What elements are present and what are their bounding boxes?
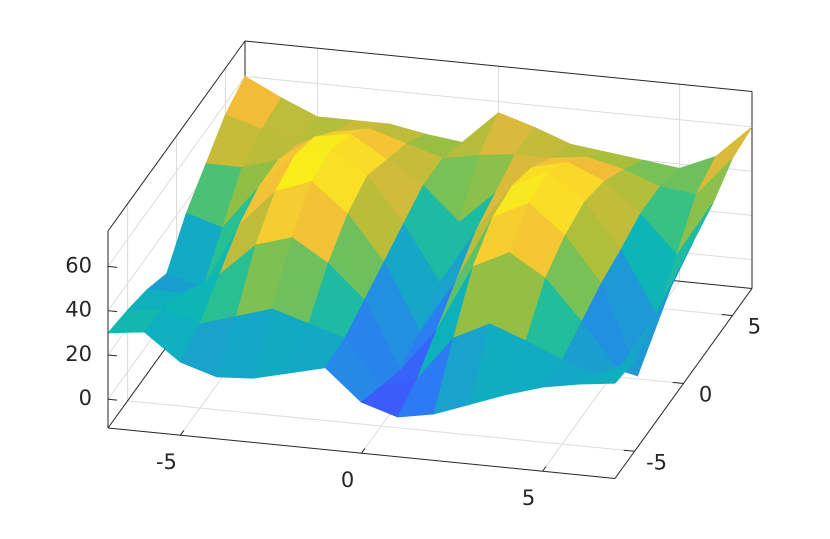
z-tick-label: 0 — [79, 386, 92, 410]
y-tick-label: 0 — [699, 382, 712, 406]
z-tick — [107, 398, 118, 401]
surface-patch — [578, 360, 635, 385]
axis-box — [244, 40, 753, 92]
x-tick — [361, 448, 366, 454]
x-tick-label: 0 — [341, 468, 354, 492]
z-tick-label: 20 — [65, 342, 92, 366]
z-tick — [107, 310, 118, 313]
grid-line — [244, 75, 753, 128]
z-tick — [107, 265, 118, 268]
z-tick-label: 60 — [65, 253, 92, 277]
x-tick-label: 5 — [522, 486, 535, 510]
y-tick — [623, 449, 635, 452]
x-tick — [180, 430, 185, 436]
x-tick — [542, 466, 547, 472]
y-tick-label: -5 — [646, 450, 667, 474]
z-tick — [107, 354, 118, 357]
y-tick — [672, 381, 684, 384]
y-tick — [721, 314, 733, 317]
grid-line — [127, 400, 635, 452]
y-tick-label: 5 — [748, 315, 761, 339]
z-tick-label: 40 — [65, 298, 92, 322]
x-tick-label: -5 — [156, 450, 177, 474]
grid-line — [107, 76, 246, 267]
axis-box — [107, 40, 246, 232]
axis-box — [107, 427, 616, 479]
